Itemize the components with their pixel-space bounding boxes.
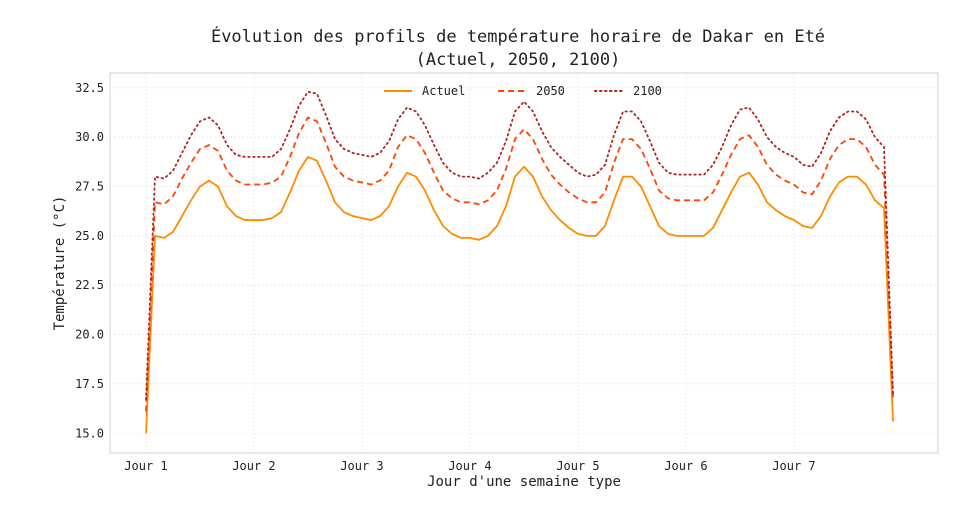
y-tick-label: 20.0 — [75, 328, 104, 342]
y-tick-label: 25.0 — [75, 229, 104, 243]
y-tick-label: 30.0 — [75, 130, 104, 144]
chart-title-line-2: (Actuel, 2050, 2100) — [416, 50, 621, 70]
x-tick-label: Jour 6 — [664, 459, 707, 473]
legend-label-2050: 2050 — [536, 84, 565, 98]
x-tick-label: Jour 5 — [556, 459, 599, 473]
x-tick-label: Jour 3 — [340, 459, 383, 473]
legend-label-actuel: Actuel — [422, 84, 465, 98]
series-layer — [145, 90, 894, 434]
y-axis-label: Température (°C) — [52, 196, 68, 331]
plot-area — [109, 72, 939, 454]
chart-title-line-1: Évolution des profils de température hor… — [211, 25, 825, 47]
y-tick-label: 27.5 — [75, 180, 104, 194]
y-tick-label: 22.5 — [75, 278, 104, 292]
y-tick-label: 17.5 — [75, 377, 104, 391]
series-line-actuel — [145, 156, 894, 434]
y-tick-label: 15.0 — [75, 426, 104, 440]
tick-layer: 15.0 17.5 20.0 22.5 25.0 27.5 30.0 32.5 Jour 1 Jo… — [75, 81, 816, 473]
series-line-2100 — [145, 90, 894, 401]
x-tick-label: Jour 4 — [448, 459, 491, 473]
x-tick-label: Jour 1 — [124, 459, 167, 473]
x-tick-label: Jour 7 — [772, 459, 815, 473]
legend: Actuel 2050 2100 — [384, 84, 662, 98]
x-tick-label: Jour 2 — [232, 459, 275, 473]
y-tick-label: 32.5 — [75, 81, 104, 95]
legend-label-2100: 2100 — [633, 84, 662, 98]
x-axis-label: Jour d'une semaine type — [427, 474, 621, 490]
